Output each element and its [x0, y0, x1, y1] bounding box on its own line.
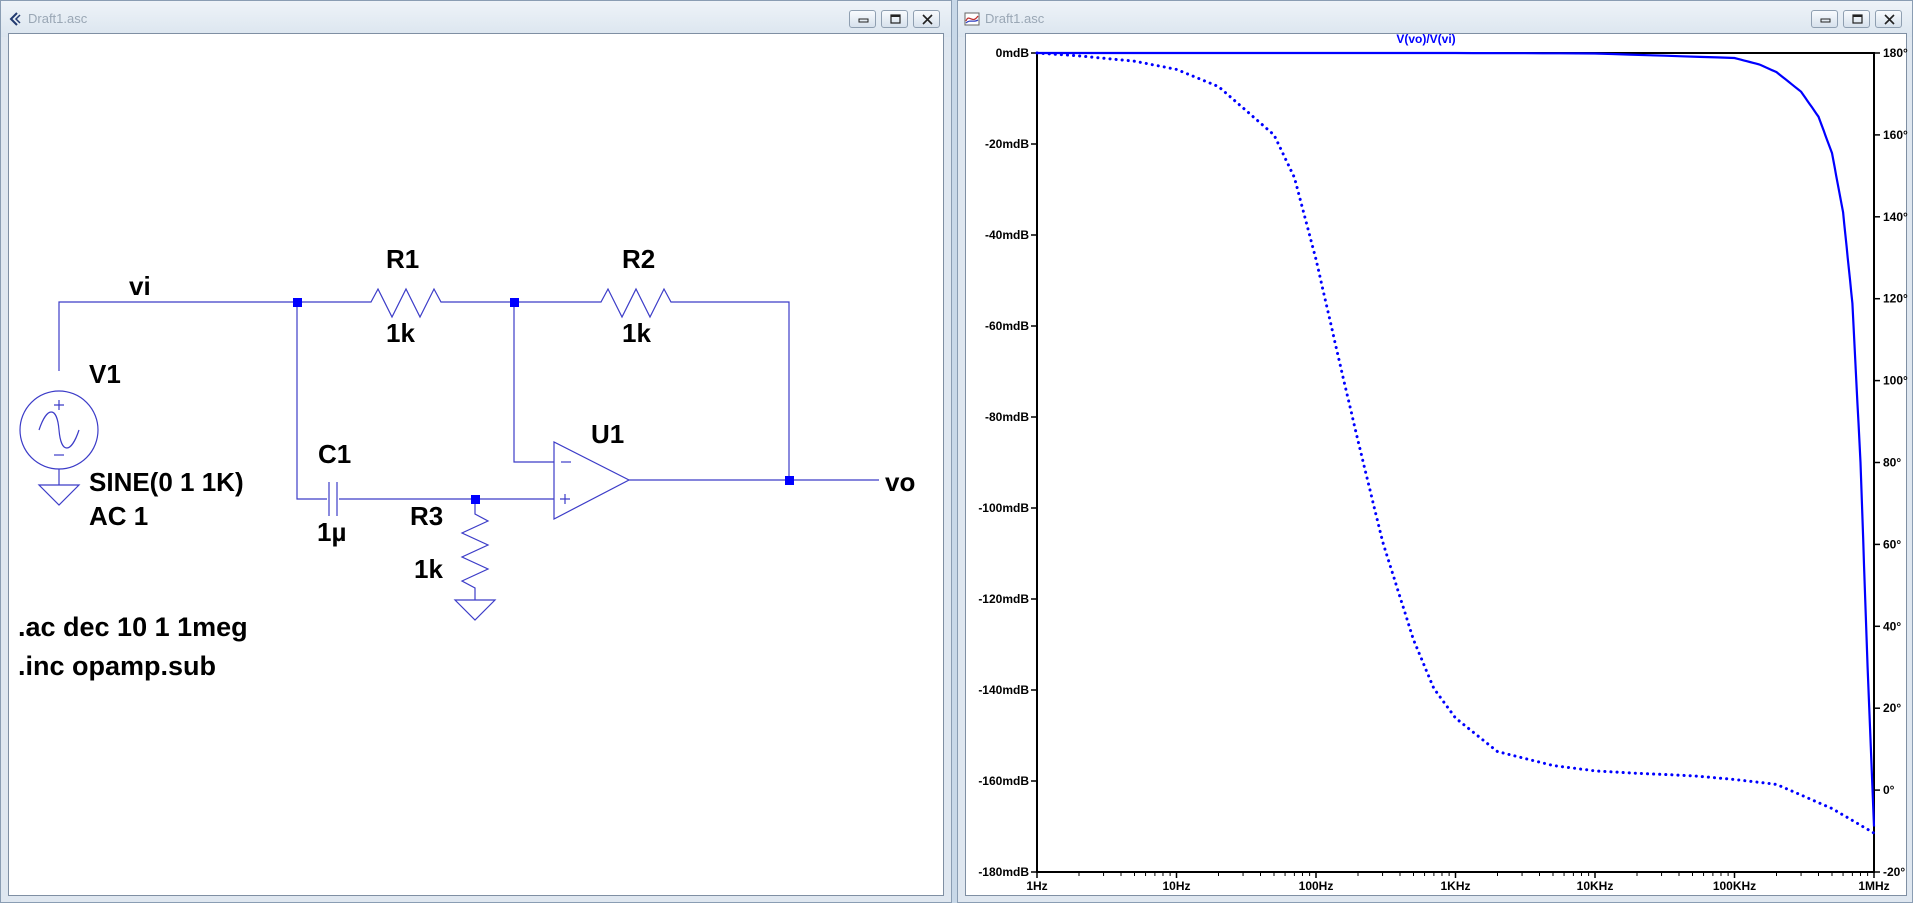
resistor-r3: [460, 499, 490, 600]
y-right-tick-label: 100°: [1883, 374, 1908, 388]
r1-value: 1k: [386, 318, 415, 348]
c1-name: C1: [318, 439, 351, 469]
minimize-button[interactable]: [1811, 10, 1838, 28]
y-left-tick-label: -40mdB: [985, 228, 1029, 242]
directive-ac[interactable]: .ac dec 10 1 1meg: [18, 612, 248, 642]
phase-trace[interactable]: [1035, 51, 1876, 835]
source-sine-icon: [38, 411, 80, 449]
junction-dot: [510, 298, 519, 307]
wire-minus: [513, 302, 554, 463]
resistor-r2: [594, 287, 679, 319]
r1-name: R1: [386, 244, 419, 274]
y-right-tick-label: -20°: [1883, 865, 1905, 879]
close-button[interactable]: [1875, 10, 1902, 28]
c1-value: 1µ: [317, 517, 346, 547]
plot-frame: [1036, 52, 1875, 873]
wire-c1-left: [296, 302, 327, 500]
y-left-tick-label: -120mdB: [978, 592, 1029, 606]
close-icon: [922, 14, 933, 25]
schematic-app-icon: [9, 12, 21, 26]
y-left-tick-label: -100mdB: [978, 501, 1029, 515]
net-label-vo: vo: [885, 467, 915, 497]
restore-icon: [890, 14, 901, 24]
close-button[interactable]: [913, 10, 940, 28]
y-left-tick-label: -180mdB: [978, 865, 1029, 879]
restore-button[interactable]: [881, 10, 908, 28]
x-tick-label: 10Hz: [1162, 879, 1190, 893]
plot-window-title: Draft1.asc: [985, 11, 1045, 26]
schematic-titlebar[interactable]: Draft1.asc: [1, 1, 951, 37]
junction-dot: [785, 476, 794, 485]
junction-dot: [293, 298, 302, 307]
v1-value: SINE(0 1 1K): [89, 467, 244, 497]
y-left-tick-label: -160mdB: [978, 774, 1029, 788]
y-left-tick-label: 0mdB: [996, 46, 1030, 60]
net-label-vi: vi: [129, 271, 151, 301]
wire-vi: [58, 301, 364, 371]
opamp-plus-sign: [560, 494, 570, 504]
plot-app-icon: [964, 12, 980, 26]
y-right-tick-label: 60°: [1883, 537, 1901, 551]
y-right-tick-label: 40°: [1883, 619, 1901, 633]
resistor-r1: [364, 287, 447, 319]
schematic-window-title: Draft1.asc: [28, 11, 88, 26]
y-left-tick-label: -140mdB: [978, 683, 1029, 697]
minimize-icon: [858, 18, 869, 23]
minimize-icon: [1820, 18, 1831, 23]
x-tick-label: 1MHz: [1858, 879, 1889, 893]
opamp-u1: [553, 441, 631, 520]
r3-value: 1k: [414, 554, 443, 584]
x-tick-label: 100Hz: [1299, 879, 1334, 893]
wire-r2-out: [679, 301, 790, 480]
y-right-tick-label: 0°: [1883, 783, 1895, 797]
v1-name: V1: [89, 359, 121, 389]
x-tick-label: 100KHz: [1713, 879, 1756, 893]
v1-ac: AC 1: [89, 501, 148, 531]
ground-v1: [37, 469, 81, 506]
plot-trace-title[interactable]: V(vo)/V(vi): [1396, 34, 1455, 46]
schematic-canvas[interactable]: vi R1 1k R2 1k V1 U1 C1 1µ SINE(0 1 1K) …: [8, 33, 944, 896]
y-right-tick-label: 20°: [1883, 701, 1901, 715]
y-left-tick-label: -20mdB: [985, 137, 1029, 151]
y-left-tick-label: -80mdB: [985, 410, 1029, 424]
r2-name: R2: [622, 244, 655, 274]
opamp-name: U1: [591, 419, 624, 449]
restore-button[interactable]: [1843, 10, 1870, 28]
x-tick-label: 10KHz: [1577, 879, 1614, 893]
y-right-tick-label: 160°: [1883, 128, 1908, 142]
y-right-tick-label: 120°: [1883, 292, 1908, 306]
ground-r3: [453, 599, 497, 621]
plot-titlebar[interactable]: Draft1.asc: [958, 1, 1912, 37]
x-tick-label: 1Hz: [1026, 879, 1047, 893]
junction-dot: [471, 495, 480, 504]
magnitude-trace[interactable]: [1037, 51, 1876, 827]
y-right-tick-label: 140°: [1883, 210, 1908, 224]
schematic-window[interactable]: Draft1.asc: [0, 0, 952, 903]
y-right-tick-label: 180°: [1883, 46, 1908, 60]
plot-canvas[interactable]: V(vo)/V(vi) 0mdB -20mdB -40mdB -60mdB -80mdB…: [965, 33, 1908, 896]
y-left-tick-label: -60mdB: [985, 319, 1029, 333]
x-tick-label: 1KHz: [1440, 879, 1470, 893]
r2-value: 1k: [622, 318, 651, 348]
source-plus-icon: [54, 400, 64, 410]
y-right-tick-label: 80°: [1883, 456, 1901, 470]
directive-inc[interactable]: .inc opamp.sub: [18, 651, 216, 681]
minimize-button[interactable]: [849, 10, 876, 28]
plot-window[interactable]: Draft1.asc V(vo)/V(vi) 0mdB -20mdB -40mdB -…: [957, 0, 1913, 903]
r3-name: R3: [410, 501, 443, 531]
restore-icon: [1852, 14, 1863, 24]
close-icon: [1884, 14, 1895, 25]
capacitor-c1: [328, 482, 338, 516]
